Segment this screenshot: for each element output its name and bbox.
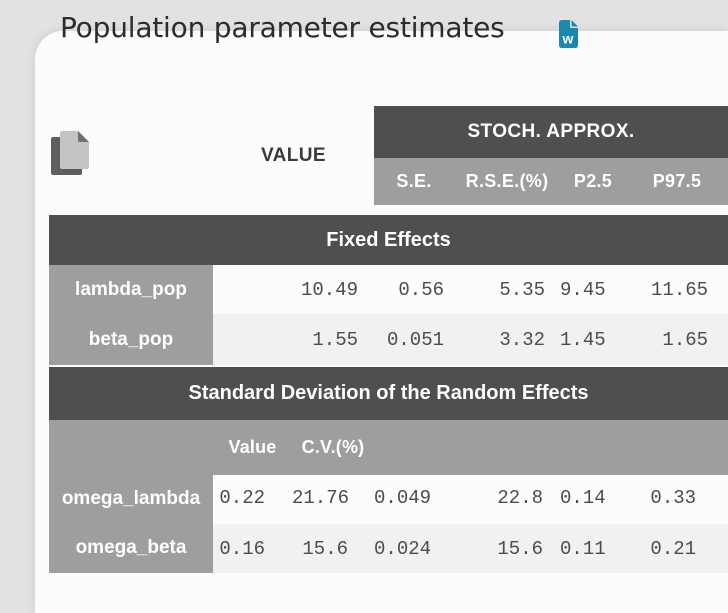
cell-cv: 15.6	[292, 521, 375, 573]
row-label: lambda_pop	[49, 265, 213, 314]
cell-value: 10.49	[301, 278, 359, 301]
copy-icon-cell	[49, 106, 213, 205]
subheader-value: Value	[213, 420, 292, 475]
column-header-se: S.E.	[374, 158, 455, 205]
section-title: Fixed Effects	[49, 215, 728, 265]
cell-se: 0.56	[398, 278, 445, 301]
subheader-empty-cell	[49, 420, 213, 475]
section-title: Standard Deviation of the Random Effects	[49, 365, 728, 420]
cell-p2-5: 0.14	[560, 487, 606, 509]
section-band-random-effects: Standard Deviation of the Random Effects	[49, 365, 728, 420]
table-row-beta-pop: beta_pop 1.55 0.051 3.32 1.45 1.65	[49, 314, 728, 366]
column-header-rse: R.S.E.(%)	[454, 158, 561, 205]
section-band-fixed-effects: Fixed Effects	[49, 215, 728, 265]
cell-se: 0.024	[374, 521, 455, 573]
subheader-row-random-effects: Value C.V.(%)	[49, 420, 728, 475]
cell-p97-5: 11.65	[651, 278, 709, 301]
column-header-p2-5: P2.5	[560, 158, 627, 205]
word-icon-letter: w	[562, 31, 574, 47]
table-row-lambda-pop: lambda_pop 10.49 0.56 5.35 9.45 11.65	[49, 265, 728, 314]
cell-value: 0.22	[219, 487, 265, 509]
export-to-word-icon[interactable]: w	[558, 19, 578, 53]
page-title: Population parameter estimates	[60, 11, 505, 44]
spacer-row	[49, 205, 728, 215]
population-parameter-table: VALUE STOCH. APPROX. S.E. R.S.E.(%) P2.5…	[49, 106, 728, 573]
subheader-cv: C.V.(%)	[292, 420, 375, 475]
row-label: omega_beta	[49, 522, 213, 573]
row-label: omega_lambda	[49, 475, 213, 523]
cell-rse: 22.8	[497, 487, 544, 509]
header-row-sub: S.E. R.S.E.(%) P2.5 P97.5	[49, 158, 728, 205]
column-group-stoch-approx: STOCH. APPROX.	[374, 106, 728, 158]
column-header-p97-5: P97.5	[626, 158, 728, 205]
cell-rse: 3.32	[454, 314, 561, 366]
card-clip: VALUE STOCH. APPROX. S.E. R.S.E.(%) P2.5…	[35, 31, 728, 593]
cell-cv: 21.76	[292, 487, 350, 509]
cell-se: 0.049	[374, 487, 432, 509]
cell-rse: 15.6	[454, 521, 561, 573]
copy-table-icon[interactable]	[49, 129, 92, 182]
cell-value: 1.55	[213, 314, 375, 366]
table-row-omega-lambda: omega_lambda 0.22 21.76 0.049 22.8 0.14 …	[49, 475, 728, 523]
cell-se: 0.051	[374, 314, 455, 366]
cell-p97-5: 0.21	[626, 521, 728, 573]
cell-p2-5: 9.45	[560, 278, 606, 301]
column-header-value: VALUE	[261, 144, 326, 166]
cell-rse: 5.35	[499, 278, 546, 301]
cell-value: 0.16	[213, 521, 292, 573]
row-label: beta_pop	[49, 314, 213, 366]
table-row-omega-beta: omega_beta 0.16 15.6 0.024 15.6 0.11 0.2…	[49, 521, 728, 573]
header-row-group: VALUE STOCH. APPROX.	[49, 106, 728, 175]
cell-p2-5: 0.11	[560, 521, 627, 573]
cell-p2-5: 1.45	[560, 314, 627, 366]
subheader-filler	[374, 420, 728, 475]
cell-p97-5: 1.65	[626, 314, 728, 366]
cell-p97-5: 0.33	[650, 487, 697, 509]
